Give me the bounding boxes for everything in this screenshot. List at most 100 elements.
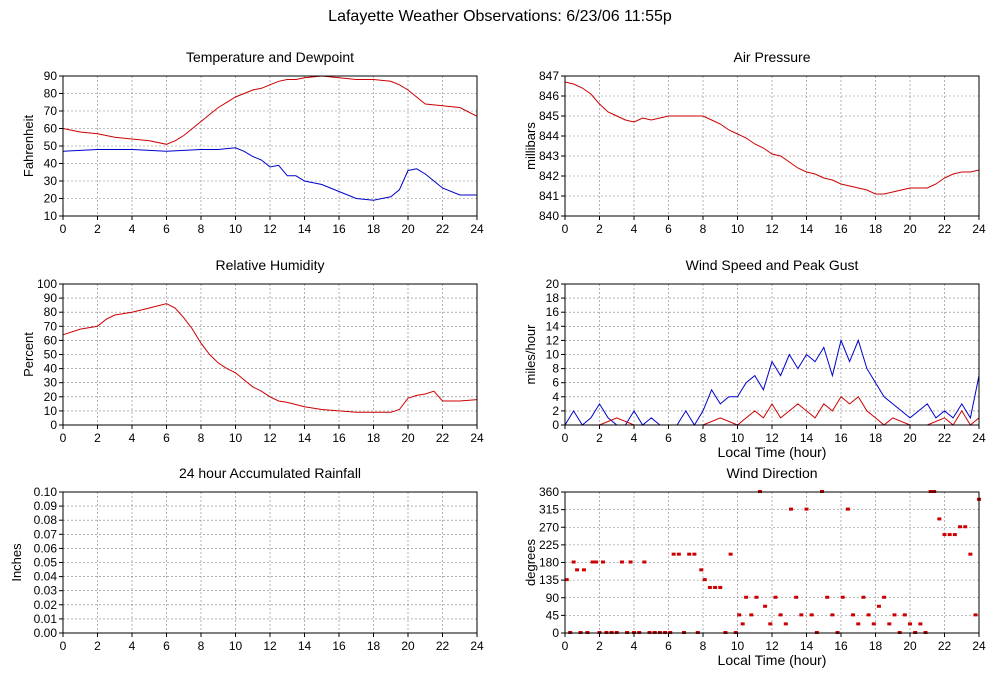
data-point — [692, 552, 697, 556]
y-tick-label: 100 — [37, 277, 57, 291]
x-tick-label: 4 — [631, 222, 638, 236]
data-point — [590, 560, 595, 564]
x-tick-label: 10 — [229, 639, 243, 653]
x-tick-label: 12 — [263, 639, 277, 653]
x-tick-label: 16 — [332, 639, 346, 653]
y-tick-label: 90 — [44, 291, 58, 305]
wind-direction-chart: 0 2 4 6 8 10 12 14 16 18 20 22 240459013518022527031… — [523, 465, 986, 668]
y-tick-label: 135 — [539, 573, 559, 587]
data-point — [571, 560, 576, 564]
data-point — [594, 560, 599, 564]
chart-title: Temperature and Dewpoint — [186, 49, 354, 65]
chart-title: Air Pressure — [733, 49, 810, 65]
x-tick-label: 16 — [834, 222, 848, 236]
y-tick-label: 0.03 — [34, 584, 58, 598]
x-tick-label: 0 — [562, 431, 569, 445]
data-point — [728, 552, 733, 556]
data-point — [887, 622, 892, 626]
y-tick-label: 841 — [539, 189, 559, 203]
data-point — [918, 622, 923, 626]
data-point — [840, 595, 845, 599]
data-point — [699, 568, 704, 572]
y-tick-label: 842 — [539, 169, 559, 183]
series-line-1 — [62, 147, 477, 201]
data-point — [707, 585, 712, 589]
y-tick-label: 270 — [539, 520, 559, 534]
y-tick-label: 4 — [552, 390, 559, 404]
air-pressure-chart: 0 2 4 6 8 10 12 14 16 18 20 22 248408418428438448458… — [523, 49, 986, 236]
y-tick-label: 60 — [44, 122, 58, 136]
x-tick-label: 18 — [367, 431, 381, 445]
data-point — [958, 525, 963, 529]
data-point — [882, 595, 887, 599]
y-tick-label: 40 — [44, 157, 58, 171]
y-tick-label: 0 — [50, 418, 57, 432]
x-tick-label: 0 — [60, 431, 67, 445]
x-tick-label: 2 — [596, 222, 603, 236]
data-point — [908, 622, 912, 626]
x-tick-label: 0 — [60, 639, 67, 653]
y-tick-label: 2 — [552, 404, 559, 418]
y-tick-label: 90 — [546, 591, 560, 605]
data-point — [744, 595, 749, 599]
y-axis-label: degrees — [523, 539, 538, 586]
x-tick-label: 2 — [94, 639, 101, 653]
data-point — [876, 604, 881, 608]
x-tick-label: 20 — [903, 431, 917, 445]
data-point — [799, 613, 804, 617]
x-tick-label: 8 — [700, 639, 707, 653]
y-tick-label: 50 — [44, 139, 58, 153]
x-tick-label: 12 — [765, 431, 779, 445]
y-axis-label: Fahrenheit — [21, 115, 36, 178]
x-tick-label: 10 — [731, 431, 745, 445]
x-tick-label: 10 — [229, 222, 243, 236]
y-tick-label: 70 — [44, 319, 58, 333]
x-tick-label: 14 — [800, 222, 814, 236]
data-point — [809, 613, 814, 617]
data-point — [642, 560, 647, 564]
x-tick-label: 2 — [596, 639, 603, 653]
data-point — [763, 604, 768, 608]
x-tick-label: 18 — [869, 431, 883, 445]
data-point — [788, 507, 793, 511]
y-tick-label: 0.08 — [34, 513, 58, 527]
x-tick-label: 24 — [972, 639, 986, 653]
x-tick-label: 4 — [631, 431, 638, 445]
data-point — [794, 595, 799, 599]
y-tick-label: 20 — [546, 277, 560, 291]
x-tick-label: 10 — [731, 222, 745, 236]
data-point — [676, 552, 681, 556]
data-point — [892, 613, 897, 617]
x-tick-label: 12 — [765, 222, 779, 236]
x-tick-label: 4 — [631, 639, 638, 653]
data-point — [702, 578, 707, 582]
data-point — [902, 613, 907, 617]
y-tick-label: 843 — [539, 149, 559, 163]
x-tick-label: 12 — [765, 639, 779, 653]
chart-title: Wind Direction — [726, 465, 817, 481]
y-tick-label: 10 — [44, 404, 58, 418]
x-tick-label: 6 — [163, 222, 170, 236]
x-tick-label: 6 — [163, 431, 170, 445]
data-point — [804, 507, 809, 511]
data-point — [830, 613, 835, 617]
data-point — [768, 622, 773, 626]
x-tick-label: 22 — [938, 222, 952, 236]
x-tick-label: 24 — [972, 431, 986, 445]
data-point — [718, 585, 723, 589]
x-tick-label: 6 — [665, 222, 672, 236]
x-tick-label: 8 — [198, 222, 205, 236]
y-axis-label: millibars — [523, 122, 538, 170]
x-tick-label: 22 — [938, 431, 952, 445]
data-point — [687, 552, 692, 556]
x-tick-label: 2 — [596, 431, 603, 445]
x-tick-label: 14 — [800, 431, 814, 445]
data-point — [778, 613, 783, 617]
series-line-0 — [564, 338, 980, 426]
x-tick-label: 14 — [298, 639, 312, 653]
data-point — [871, 622, 876, 626]
data-point — [671, 552, 676, 556]
x-tick-label: 12 — [263, 222, 277, 236]
y-tick-label: 60 — [44, 333, 58, 347]
